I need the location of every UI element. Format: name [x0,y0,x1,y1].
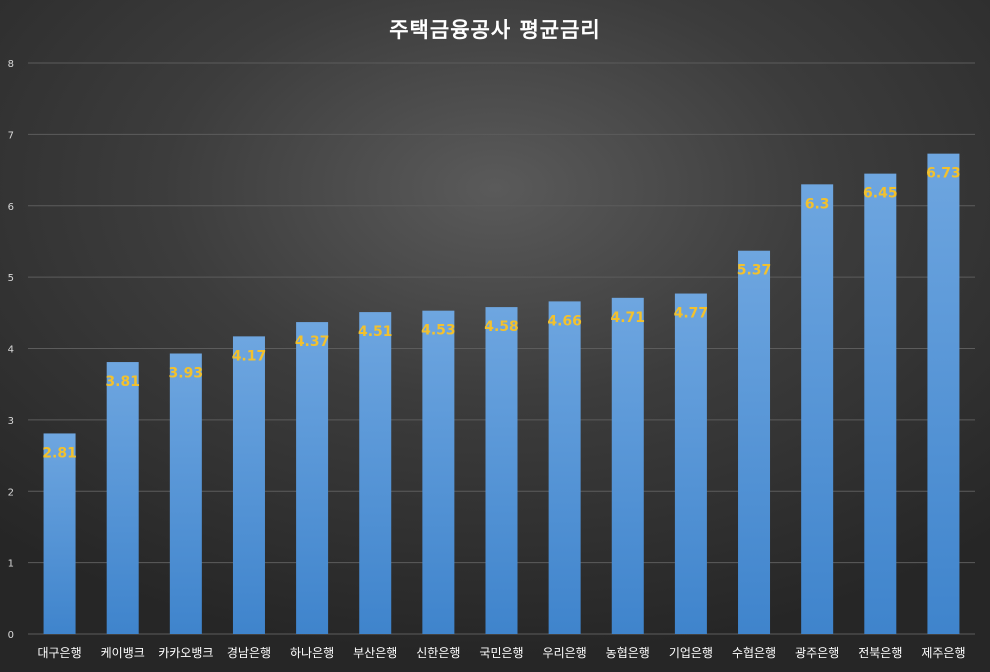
bar [485,307,518,634]
bar [296,322,329,634]
data-label: 2.81 [42,445,77,461]
x-category-label: 하나은행 [290,645,334,660]
y-tick-label: 5 [8,273,14,284]
data-label: 4.58 [484,319,519,335]
data-label: 4.77 [674,306,709,322]
data-label: 4.66 [547,313,582,329]
y-tick-label: 8 [8,59,14,70]
bar [611,297,644,634]
x-category-label: 신한은행 [416,645,460,660]
bar [674,293,707,634]
y-tick-label: 7 [8,130,14,141]
data-label: 4.53 [421,323,456,339]
x-category-label: 국민은행 [479,645,523,660]
x-category-label: 대구은행 [37,645,81,660]
data-label: 4.17 [232,348,267,364]
x-category-label: 케이뱅크 [101,646,145,660]
chart-title: 주택금융공사 평균금리 [389,18,601,42]
bar [548,301,581,634]
y-tick-label: 0 [8,630,14,641]
data-labels: 2.81 3.81 3.93 4.17 4.37 4.51 4.53 4.58 4.66 4.71… [42,166,960,462]
bar [106,362,139,634]
bar [422,310,455,634]
data-label: 6.3 [805,196,830,212]
bar [169,353,202,634]
x-category-label: 전북은행 [858,645,902,660]
data-label: 4.37 [295,334,330,350]
y-tick-label: 6 [8,202,14,213]
x-category-label: 광주은행 [795,645,839,660]
x-category-label: 우리은행 [543,645,587,660]
bar [738,250,771,634]
bar [801,184,834,634]
x-category-label: 경남은행 [227,645,271,660]
x-category-label: 기업은행 [669,645,713,660]
y-axis-ticks: 0 1 2 3 4 5 6 7 8 [8,59,14,641]
data-label: 4.71 [610,310,645,326]
data-label: 3.81 [105,374,140,390]
y-tick-label: 2 [8,487,14,498]
x-category-label: 농협은행 [606,645,650,660]
x-category-label: 부산은행 [353,645,397,660]
y-tick-label: 3 [8,416,14,427]
bar [43,433,76,634]
x-category-label: 수협은행 [732,645,776,660]
y-tick-label: 4 [8,345,14,356]
y-tick-label: 1 [8,559,14,570]
data-label: 6.73 [926,166,961,182]
data-label: 3.93 [169,365,204,381]
bars [43,153,960,635]
data-label: 6.45 [863,186,898,202]
bar [232,336,265,634]
data-label: 5.37 [737,263,772,279]
bar [927,153,960,635]
x-category-label: 카카오뱅크 [158,646,213,660]
x-axis-categories: 대구은행 케이뱅크 카카오뱅크 경남은행 하나은행 부산은행 신한은행 국민은행 우리은행 농협은… [37,645,965,660]
x-category-label: 제주은행 [921,645,965,660]
data-label: 4.51 [358,324,393,340]
bar [864,173,897,634]
bar [359,312,392,634]
